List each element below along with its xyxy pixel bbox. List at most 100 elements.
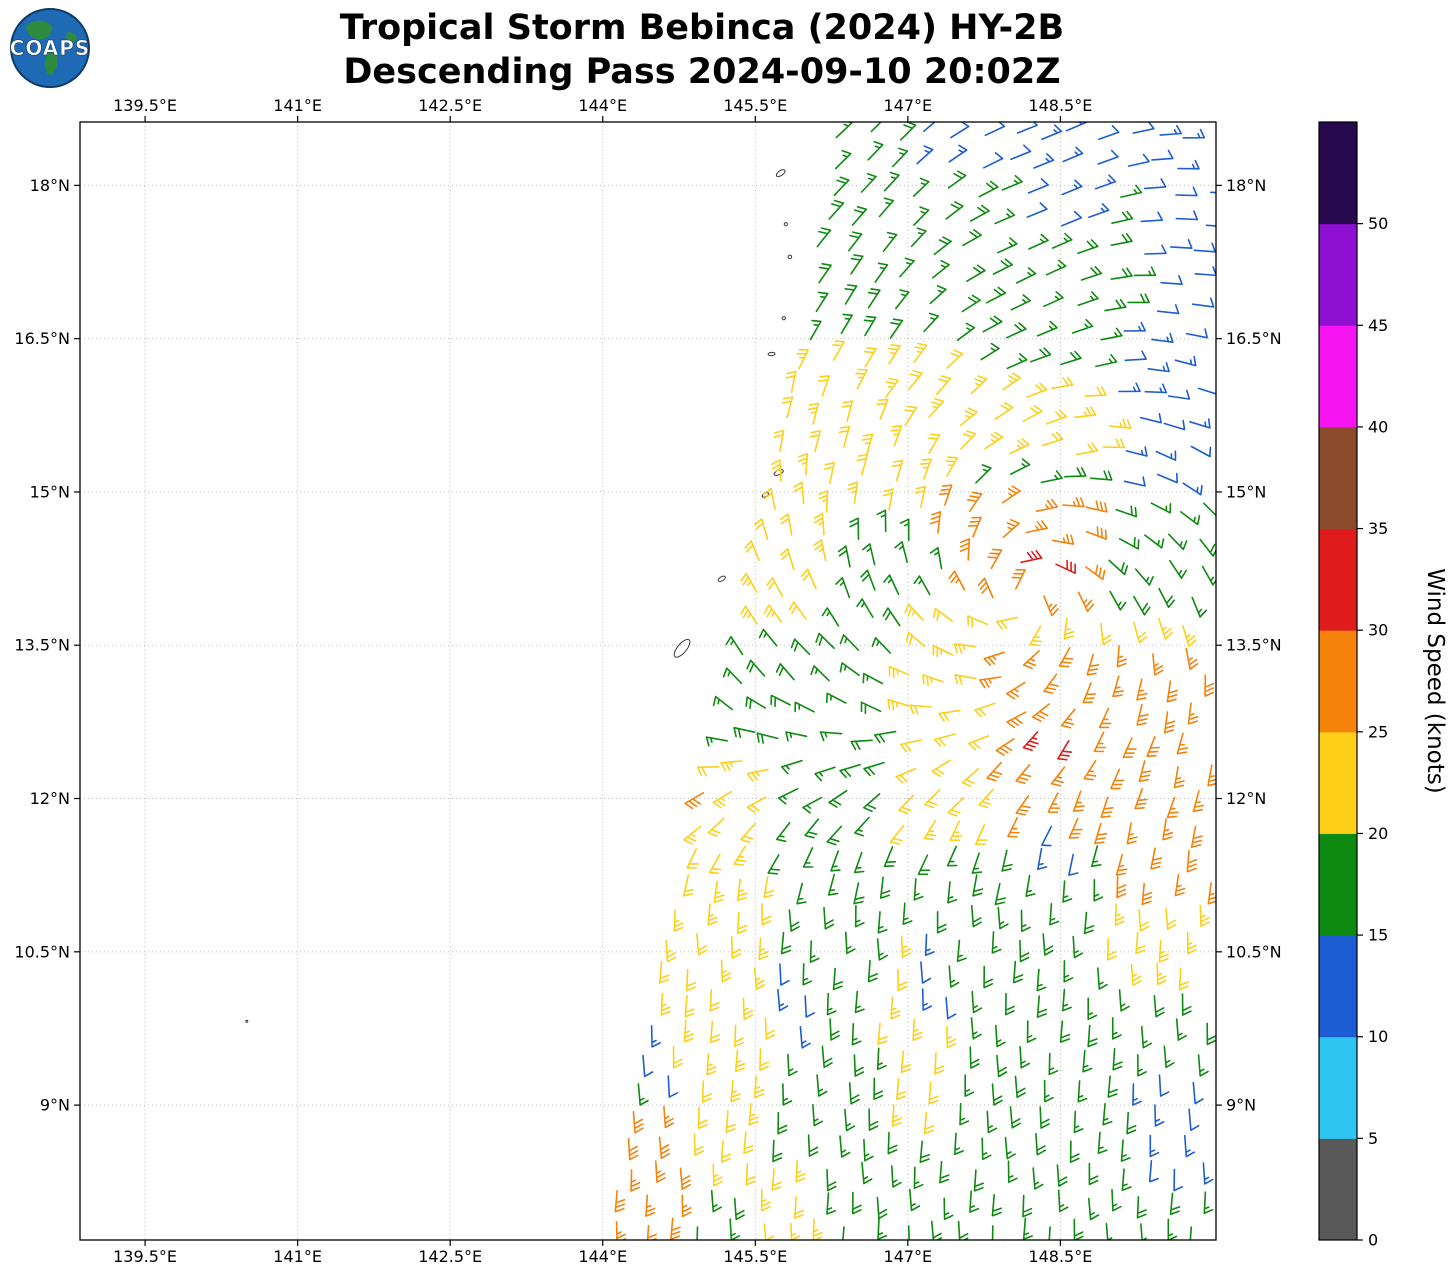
wind-barb xyxy=(971,852,983,874)
wind-barb xyxy=(1109,590,1127,611)
wind-barb xyxy=(949,820,962,841)
map-frame xyxy=(79,121,1217,1241)
wind-barb xyxy=(1049,903,1060,926)
wind-barb xyxy=(1133,621,1148,644)
wind-barb xyxy=(1059,1020,1071,1043)
wind-barb xyxy=(730,1079,741,1103)
wind-barb xyxy=(685,968,697,992)
logo-text: COAPS xyxy=(10,36,91,60)
wind-barb xyxy=(733,1197,745,1221)
colorbar-tick-label: 35 xyxy=(1368,519,1388,538)
wind-barb xyxy=(1094,822,1108,845)
wind-barb xyxy=(983,651,1005,666)
wind-barb xyxy=(877,1022,888,1045)
wind-barb xyxy=(1156,304,1180,315)
wind-barb xyxy=(748,1103,759,1126)
wind-barb xyxy=(1191,596,1208,618)
wind-barb xyxy=(1173,1168,1184,1192)
wind-barb xyxy=(882,607,901,627)
wind-barb xyxy=(779,513,793,536)
wind-barb xyxy=(932,607,954,623)
wind-barb xyxy=(957,1220,969,1240)
x-tick-label-top: 139.5°E xyxy=(113,96,177,115)
wind-barb xyxy=(874,262,889,283)
wind-barb xyxy=(946,349,964,369)
wind-barb xyxy=(740,572,758,593)
wind-barb xyxy=(1203,1191,1214,1214)
wind-barb xyxy=(746,768,769,782)
wind-barb xyxy=(645,1194,656,1217)
wind-barb xyxy=(698,1106,708,1130)
wind-barb xyxy=(995,738,1015,756)
wind-barb xyxy=(986,1110,998,1134)
wind-barb xyxy=(770,694,791,708)
wind-barb xyxy=(1180,511,1201,526)
wind-barb xyxy=(823,907,835,930)
wind-barb xyxy=(1097,967,1108,990)
wind-barb xyxy=(1157,472,1178,484)
wind-barb xyxy=(914,485,927,508)
wind-barb xyxy=(764,1017,776,1040)
wind-barb xyxy=(948,144,968,163)
wind-barb xyxy=(913,878,924,901)
wind-barb xyxy=(1093,731,1107,753)
wind-barb xyxy=(900,1050,912,1074)
y-tick-label-left: 16.5°N xyxy=(14,329,70,348)
wind-barb xyxy=(932,644,954,658)
wind-barb xyxy=(899,518,910,542)
wind-barb xyxy=(877,1217,888,1240)
x-tick-label-top: 141°E xyxy=(273,96,322,115)
wind-barb xyxy=(760,1188,771,1212)
wind-barb xyxy=(935,375,952,396)
wind-barb xyxy=(1073,1110,1084,1134)
wind-barb xyxy=(1163,711,1176,734)
wind-barb xyxy=(1020,550,1043,564)
wind-barb xyxy=(913,342,928,363)
wind-barb xyxy=(1019,1046,1030,1069)
island-outline xyxy=(783,222,788,227)
wind-barb xyxy=(832,340,845,361)
wind-barb xyxy=(1088,203,1110,219)
wind-barb xyxy=(996,616,1019,630)
wind-barb xyxy=(1192,1081,1204,1105)
wind-barb xyxy=(745,696,766,710)
wind-barb xyxy=(1100,327,1123,341)
wind-barb xyxy=(868,1108,879,1131)
wind-barb xyxy=(962,229,982,247)
wind-barb xyxy=(947,797,964,817)
island-outline xyxy=(787,254,793,260)
wind-barb xyxy=(1112,1048,1123,1071)
wind-barb xyxy=(672,1045,683,1069)
wind-barb xyxy=(670,1217,681,1240)
wind-barb xyxy=(1158,1074,1170,1097)
wind-barb xyxy=(1207,764,1216,787)
wind-barb xyxy=(947,170,967,189)
wind-barb xyxy=(627,1137,639,1161)
wind-barb xyxy=(856,453,869,476)
wind-barb xyxy=(972,874,984,897)
wind-barb xyxy=(1203,502,1216,517)
wind-barb xyxy=(1136,678,1148,701)
wind-barb xyxy=(923,819,937,841)
wind-barb xyxy=(1002,372,1022,391)
y-tick-label-left: 15°N xyxy=(30,482,70,501)
wind-barb xyxy=(997,906,1009,930)
wind-barb xyxy=(994,402,1014,420)
wind-barb xyxy=(812,1218,823,1240)
wind-barb xyxy=(1190,445,1212,458)
colorbar-tick-label: 20 xyxy=(1368,824,1388,843)
wind-barb xyxy=(1114,903,1125,926)
title-line-2: Descending Pass 2024-09-10 20:02Z xyxy=(343,52,1061,93)
wind-barb xyxy=(1029,625,1043,647)
wind-barb xyxy=(844,284,858,305)
colorbar-band xyxy=(1319,325,1357,428)
wind-barb xyxy=(1062,880,1073,903)
wind-barb xyxy=(863,793,881,813)
wind-barb xyxy=(1077,291,1099,306)
wind-barb xyxy=(931,1220,943,1240)
wind-barb xyxy=(1169,1192,1181,1216)
island-outline xyxy=(775,169,786,178)
wind-barb xyxy=(761,903,772,926)
y-tick-label-left: 12°N xyxy=(30,789,70,808)
wind-barb xyxy=(1025,874,1036,897)
